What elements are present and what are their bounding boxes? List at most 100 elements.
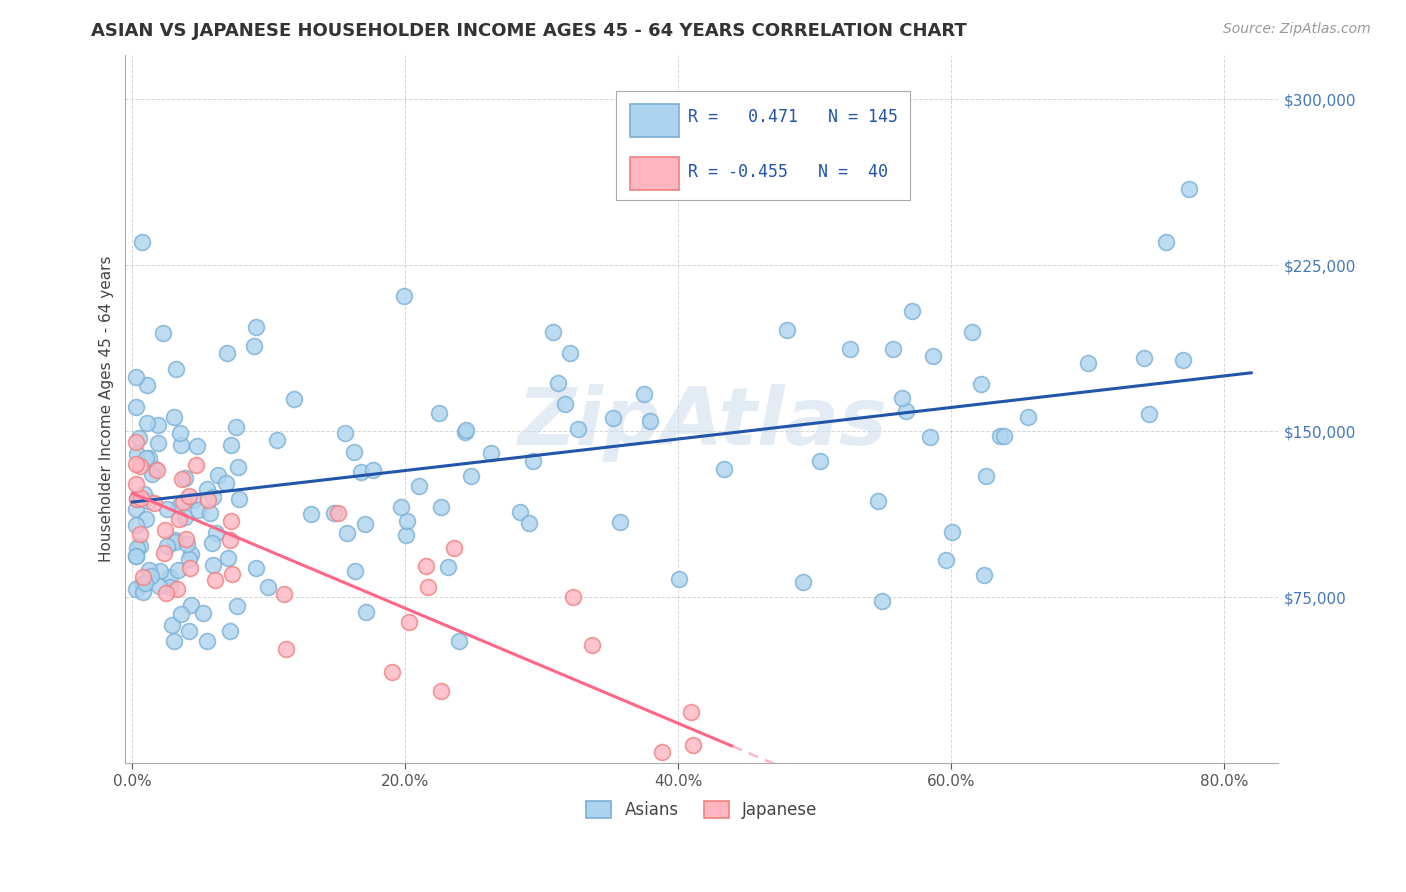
Point [356,605,378,619]
Point [226,460,249,475]
Point [149,564,172,578]
Point [169,607,191,621]
Point [180,547,202,561]
Point [776,323,799,337]
Point [187,503,209,517]
Point [162,634,184,648]
Point [132,570,155,584]
Point [201,535,224,549]
Point [838,343,860,357]
Point [1017,409,1039,424]
Point [181,493,204,508]
Point [973,568,995,582]
Point [921,350,943,364]
Point [1173,352,1195,367]
Point [152,326,174,341]
Point [810,454,832,468]
Point [125,549,148,564]
Point [389,500,412,515]
Point [156,501,179,516]
Point [174,532,197,546]
Text: Source: ZipAtlas.com: Source: ZipAtlas.com [1223,22,1371,37]
Point [960,325,983,339]
Point [336,526,359,541]
Y-axis label: Householder Income Ages 45 - 64 years: Householder Income Ages 45 - 64 years [100,256,114,562]
Point [437,560,460,574]
Point [132,487,155,501]
Point [128,431,150,445]
Point [935,553,957,567]
Point [204,574,226,588]
Point [125,517,148,532]
Point [354,516,377,531]
Point [792,574,814,589]
Point [131,584,153,599]
Point [205,526,228,541]
Point [125,370,148,384]
Point [135,451,157,466]
Point [868,493,890,508]
Point [131,235,153,249]
Point [136,494,159,508]
Point [195,634,218,648]
Point [135,512,157,526]
Point [554,397,576,411]
Point [163,533,186,548]
Point [1154,235,1177,249]
Point [522,454,544,468]
Point [172,495,194,509]
Point [350,465,373,479]
Point [125,541,148,555]
Point [974,468,997,483]
Text: ZipAtlas: ZipAtlas [517,384,887,462]
Point [148,579,170,593]
Point [1178,182,1201,196]
Point [174,471,197,485]
Point [197,493,219,508]
Point [257,580,280,594]
Point [918,430,941,444]
Point [335,425,357,440]
Point [266,433,288,447]
Point [479,446,502,460]
Point [299,507,322,521]
Point [167,499,190,513]
Point [198,506,221,520]
Point [129,459,152,474]
Point [509,505,531,519]
Point [283,392,305,406]
Point [1133,351,1156,365]
Point [195,483,218,497]
Point [217,550,239,565]
Point [165,362,187,376]
Point [993,429,1015,443]
Point [602,411,624,425]
Point [273,587,295,601]
Point [145,463,167,477]
Point [125,435,148,450]
Point [581,638,603,652]
Point [155,586,177,600]
Point [141,569,163,583]
Point [218,533,240,548]
Point [163,409,186,424]
Point [170,438,193,452]
Text: R = -0.455   N =  40: R = -0.455 N = 40 [688,163,889,181]
Point [274,641,297,656]
Point [142,496,165,510]
Point [163,534,186,549]
Point [328,506,350,520]
Point [430,684,453,698]
Point [129,491,152,506]
Point [131,577,153,591]
Point [214,475,236,490]
Point [191,607,214,621]
Point [219,438,242,452]
Point [567,422,589,436]
Point [174,509,197,524]
FancyBboxPatch shape [630,157,679,190]
Point [408,479,430,493]
Point [159,570,181,584]
Point [882,343,904,357]
Point [447,634,470,648]
